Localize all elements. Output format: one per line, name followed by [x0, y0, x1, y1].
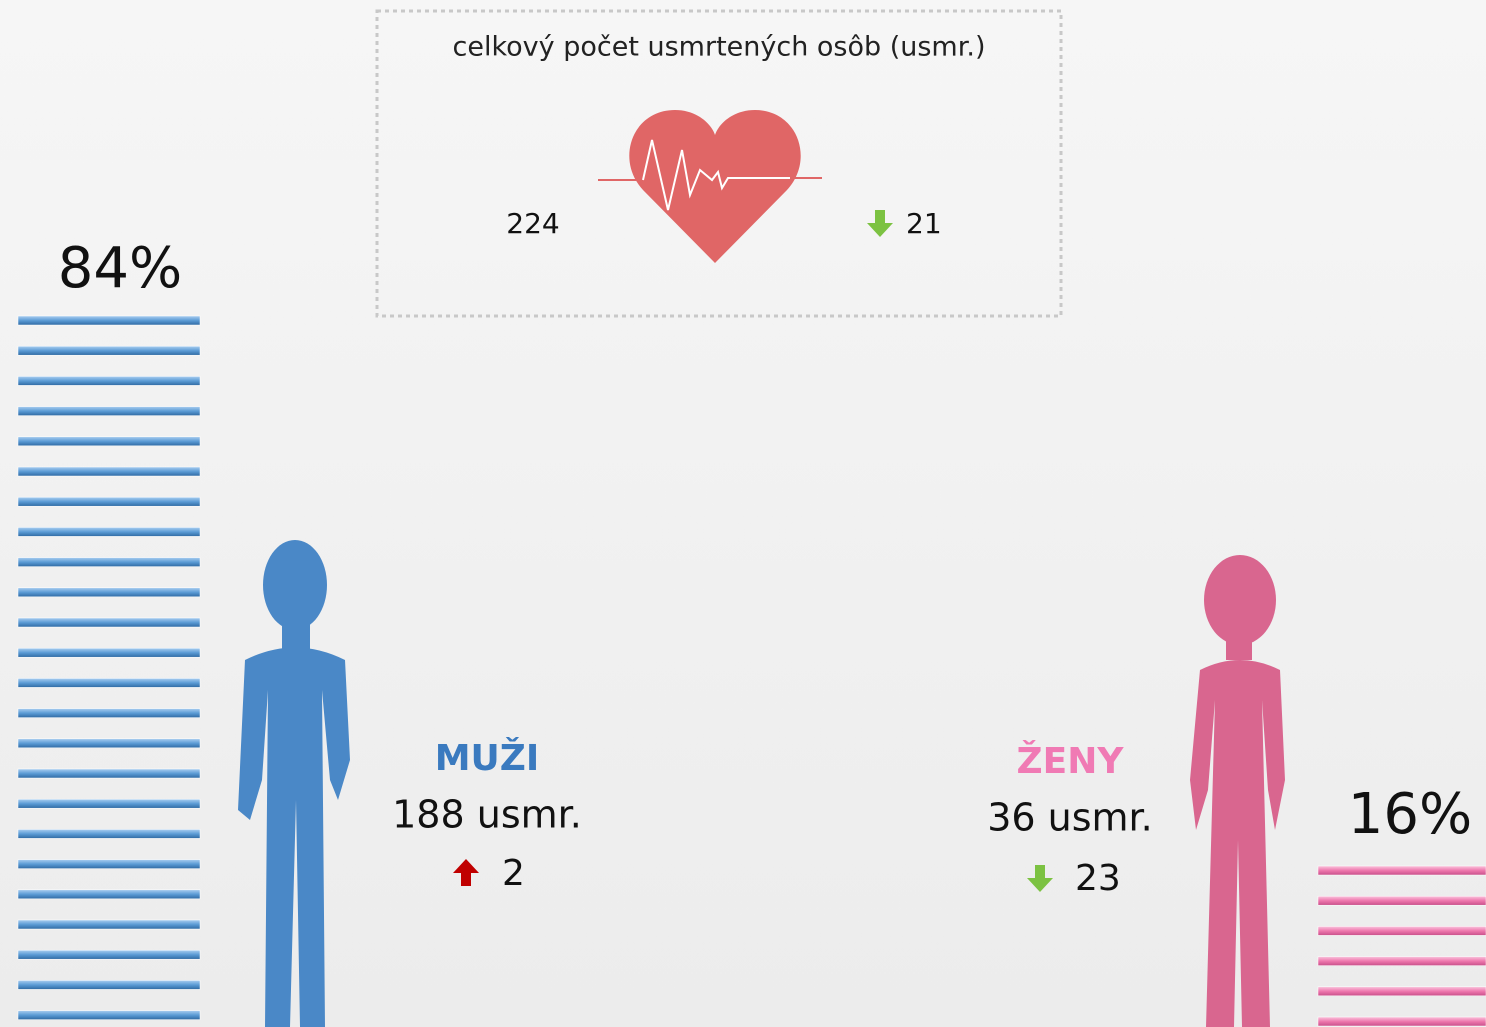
- bar-segment: [18, 769, 200, 778]
- bar-segment: [1318, 987, 1486, 996]
- women-label: ŽENY: [1017, 740, 1125, 782]
- bar-segment: [18, 678, 200, 687]
- men-label: MUŽI: [435, 737, 540, 779]
- bar-segment: [18, 497, 200, 506]
- bar-segment: [1318, 866, 1486, 875]
- heart-icon: [629, 110, 800, 263]
- bar-segment: [18, 346, 200, 355]
- arrow-shape: [867, 210, 893, 237]
- man-figure: [238, 540, 350, 1027]
- bar-segment: [18, 316, 200, 325]
- bar-segment: [18, 709, 200, 718]
- men-count: 188 usmr.: [392, 793, 582, 837]
- women-share: 16%: [1348, 782, 1472, 847]
- woman-figure: [1190, 555, 1285, 1027]
- bar-segment: [1318, 957, 1486, 966]
- bar-segment: [18, 799, 200, 808]
- arrow-shape: [453, 859, 479, 886]
- women-count: 36 usmr.: [987, 796, 1153, 840]
- bar-segment: [1318, 896, 1486, 905]
- bar-segment: [1318, 1017, 1486, 1026]
- page: celkový počet usmrtených osôb (usmr.) 22…: [0, 0, 1486, 1027]
- bar-segment: [18, 920, 200, 929]
- bar-segment: [18, 980, 200, 989]
- bar-segment: [18, 829, 200, 838]
- bar-segment: [18, 588, 200, 597]
- men-share: 84%: [58, 236, 182, 301]
- trend-arrow: [453, 859, 479, 886]
- bar-segment: [18, 467, 200, 476]
- bar-segment: [18, 890, 200, 899]
- bar-segment: [18, 437, 200, 446]
- trend-arrow: [867, 210, 893, 237]
- bar-segment: [18, 739, 200, 748]
- men-bars: [18, 316, 200, 1020]
- bar-segment: [18, 527, 200, 536]
- bar-segment: [18, 618, 200, 627]
- women-change: 23: [1075, 858, 1121, 899]
- bar-segment: [18, 950, 200, 959]
- bar-segment: [1318, 926, 1486, 935]
- bar-segment: [18, 558, 200, 567]
- bar-segment: [18, 1011, 200, 1020]
- arrow-shape: [1027, 865, 1053, 892]
- bar-segment: [18, 648, 200, 657]
- men-change: 2: [502, 853, 525, 894]
- bar-segment: [18, 860, 200, 869]
- infographic: celkový počet usmrtených osôb (usmr.) 22…: [0, 0, 1486, 1027]
- total-title: celkový počet usmrtených osôb (usmr.): [453, 32, 986, 63]
- bar-segment: [18, 376, 200, 385]
- total-value: 224: [506, 207, 559, 240]
- trend-arrow: [1027, 865, 1053, 892]
- women-bars: [1318, 866, 1486, 1026]
- total-change: 21: [906, 207, 942, 240]
- bar-segment: [18, 407, 200, 416]
